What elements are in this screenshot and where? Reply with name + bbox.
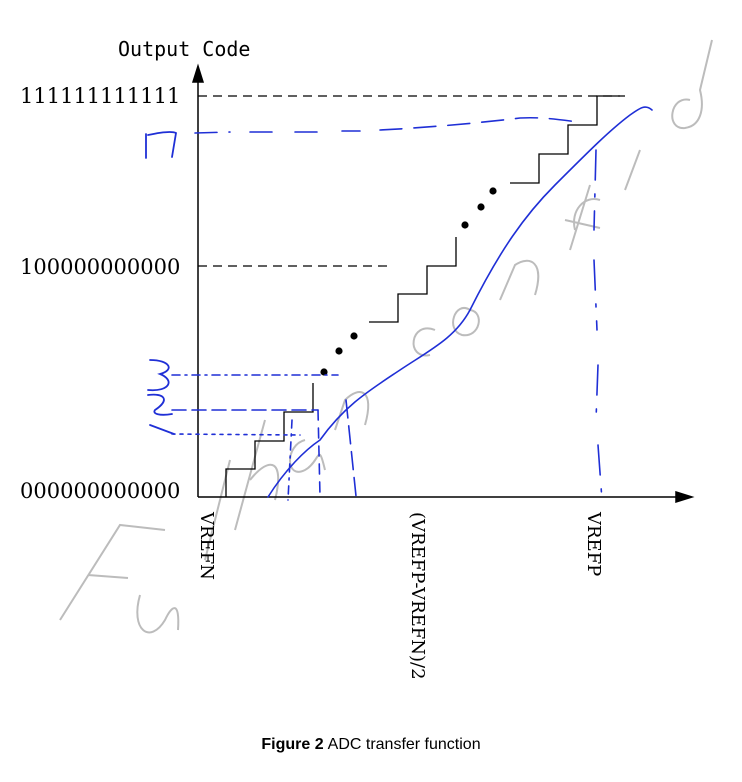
x-axis-arrow xyxy=(675,490,695,504)
caption-label: Figure 2 xyxy=(261,736,324,753)
annotation-vert-vrefp xyxy=(593,149,603,501)
annotation-top-dashes xyxy=(194,116,579,134)
annotation-curve xyxy=(267,106,653,498)
y-axis-title: Output Code xyxy=(118,37,250,61)
dot xyxy=(489,187,497,195)
staircase-lower xyxy=(225,383,314,497)
reference-lines xyxy=(198,95,620,267)
y-label-mid: 100000000000 xyxy=(20,255,180,279)
y-label-top: 111111111111 xyxy=(20,84,180,108)
dot xyxy=(461,221,469,229)
x-label-half: (VREFP-VREFN)/2 xyxy=(407,512,428,680)
dot xyxy=(477,203,485,211)
x-label-vrefn: VREFN xyxy=(196,511,217,580)
figure-caption: Figure 2 ADC transfer function xyxy=(0,736,742,754)
staircase-middle xyxy=(369,237,457,323)
staircase-upper xyxy=(510,95,625,184)
dot xyxy=(350,332,358,340)
annotation-vert-1 xyxy=(287,419,293,501)
annotation-vert-3 xyxy=(345,399,357,497)
digit-7 xyxy=(145,131,177,159)
x-label-vrefp: VREFP xyxy=(583,511,604,576)
digit-1 xyxy=(149,424,175,435)
dot xyxy=(320,368,328,376)
ellipsis-dots xyxy=(320,187,497,376)
staircase xyxy=(225,95,625,497)
y-axis-arrow xyxy=(191,63,205,83)
annotation-level-1 xyxy=(171,433,301,436)
y-label-bottom: 000000000000 xyxy=(20,479,180,503)
handwritten-annotations xyxy=(171,106,653,501)
caption-text: ADC transfer function xyxy=(327,736,481,753)
dot xyxy=(335,347,343,355)
annotation-vert-2 xyxy=(317,409,321,497)
adc-transfer-diagram: Output Code 111111111111 100000000000 00… xyxy=(20,37,713,680)
digit-2 xyxy=(147,393,173,416)
axes xyxy=(191,63,695,504)
digit-3 xyxy=(147,359,170,392)
handwritten-digits xyxy=(145,131,177,435)
